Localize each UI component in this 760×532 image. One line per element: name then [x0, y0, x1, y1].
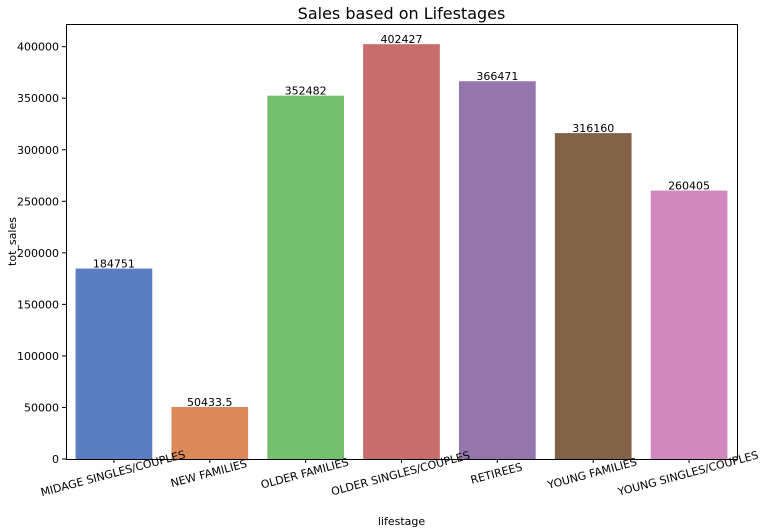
data-label: 366471 — [476, 70, 518, 83]
data-label: 260405 — [668, 180, 710, 193]
x-tick-label: RETIREES — [469, 460, 524, 486]
bar — [171, 407, 249, 459]
y-tick-label: 350000 — [17, 92, 59, 105]
y-tick-label: 50000 — [24, 401, 59, 414]
y-tick-label: 200000 — [17, 247, 59, 260]
data-label: 316160 — [572, 122, 614, 135]
bar — [554, 133, 632, 460]
data-label: 402427 — [381, 33, 423, 46]
y-axis-title: tot_sales — [6, 217, 19, 266]
bar — [363, 44, 440, 459]
data-label: 50433.5 — [187, 396, 233, 409]
data-label: 184751 — [93, 258, 135, 271]
bars-group — [75, 44, 728, 460]
bar — [459, 81, 536, 459]
bar — [267, 95, 344, 459]
plot-frame — [66, 24, 738, 460]
x-axis-title: lifestage — [378, 515, 426, 528]
data-label: 352482 — [285, 85, 327, 98]
y-tick-label: 400000 — [17, 41, 59, 54]
bar — [75, 268, 153, 459]
data-labels: 184751 50433.5 352482 402427 366471 316160 260… — [93, 33, 710, 409]
y-tick-label: 100000 — [17, 350, 59, 363]
y-tick-label: 150000 — [17, 298, 59, 311]
y-tick-label: 250000 — [17, 195, 59, 208]
chart-title: Sales based on Lifestages — [298, 4, 506, 23]
x-tick-label: NEW FAMILIES — [169, 457, 248, 490]
y-axis-ticks: 0 50000 100000 150000 200000 250000 300000 3500… — [17, 41, 66, 466]
y-tick-label: 300000 — [17, 144, 59, 157]
y-tick-label: 0 — [52, 453, 59, 466]
bar — [650, 190, 728, 459]
